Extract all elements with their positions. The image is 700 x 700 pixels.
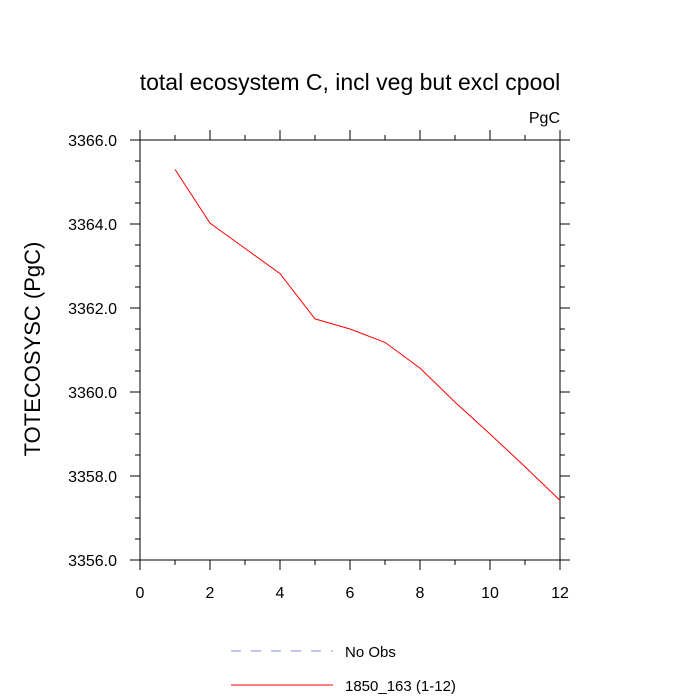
y-tick-label: 3362.0 bbox=[68, 301, 117, 318]
legend-label-no-obs: No Obs bbox=[345, 644, 396, 661]
x-tick-label: 2 bbox=[206, 585, 215, 602]
chart-title: total ecosystem C, incl veg but excl cpo… bbox=[140, 69, 561, 95]
y-tick-label: 3366.0 bbox=[68, 133, 117, 150]
series-line-0 bbox=[174, 169, 561, 501]
y-tick-label: 3356.0 bbox=[68, 553, 117, 570]
plot-area: 0 2 4 6 8 10 12 3356.0 3358.0 3360.0 3362.0 3364.0 3… bbox=[68, 130, 570, 602]
x-tick-label: 4 bbox=[276, 585, 285, 602]
x-tick-label: 0 bbox=[136, 585, 145, 602]
legend: No Obs 1850_163 (1-12) bbox=[231, 644, 456, 695]
x-tick-label: 12 bbox=[551, 585, 569, 602]
x-tick-label: 6 bbox=[346, 585, 355, 602]
units-label: PgC bbox=[529, 110, 560, 127]
legend-label-series: 1850_163 (1-12) bbox=[345, 678, 456, 695]
y-tick-label: 3358.0 bbox=[68, 469, 117, 486]
y-tick-label: 3360.0 bbox=[68, 385, 117, 402]
y-tick-label: 3364.0 bbox=[68, 217, 117, 234]
y-axis-label: TOTECOSYSC (PgC) bbox=[20, 242, 45, 457]
x-tick-label: 10 bbox=[481, 585, 499, 602]
x-tick-label: 8 bbox=[416, 585, 425, 602]
plot-frame bbox=[139, 139, 561, 561]
